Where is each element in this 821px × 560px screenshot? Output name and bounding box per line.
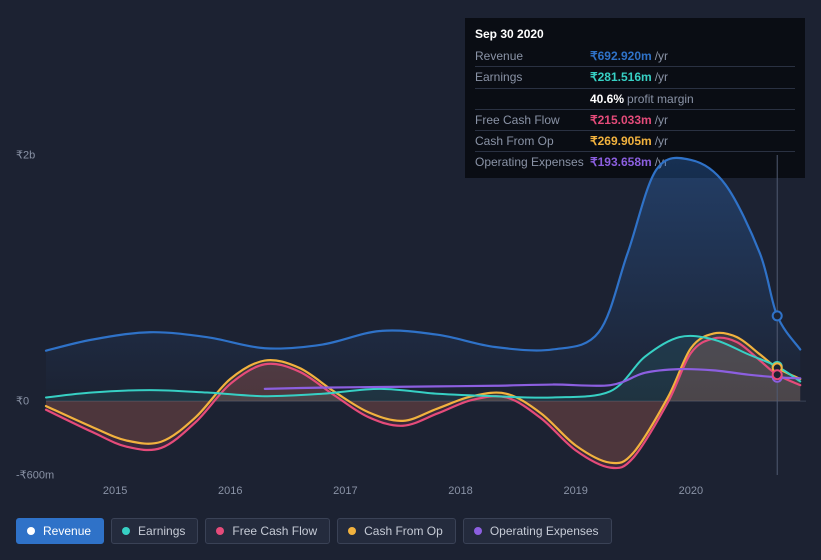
legend-label: Free Cash Flow (232, 524, 317, 538)
tooltip-suffix: /yr (655, 48, 668, 64)
chart-container: Sep 30 2020 Revenue₹692.920m/yrEarnings₹… (0, 0, 821, 560)
tooltip-suffix: /yr (655, 69, 668, 85)
tooltip-row: Earnings₹281.516m/yr (475, 66, 795, 87)
legend-item-cash-from-op[interactable]: Cash From Op (337, 518, 456, 544)
y-axis-tick: ₹0 (16, 395, 29, 408)
y-axis-tick: -₹600m (16, 469, 54, 482)
legend-item-operating-expenses[interactable]: Operating Expenses (463, 518, 612, 544)
tooltip-value: 40.6% (590, 91, 624, 107)
tooltip-value: ₹692.920m (590, 48, 652, 64)
tooltip-suffix: profit margin (627, 91, 694, 107)
legend-dot-icon (27, 527, 35, 535)
tooltip-date: Sep 30 2020 (475, 26, 795, 42)
legend-label: Earnings (138, 524, 185, 538)
y-axis-tick: ₹2b (16, 149, 35, 162)
legend-dot-icon (122, 527, 130, 535)
tooltip-suffix: /yr (655, 112, 668, 128)
legend-label: Operating Expenses (490, 524, 599, 538)
x-axis-tick: 2016 (218, 485, 242, 497)
tooltip-value: ₹269.905m (590, 133, 652, 149)
end-marker (773, 311, 782, 320)
tooltip-value: ₹281.516m (590, 69, 652, 85)
legend-item-revenue[interactable]: Revenue (16, 518, 104, 544)
legend-dot-icon (348, 527, 356, 535)
legend-dot-icon (474, 527, 482, 535)
legend-label: Revenue (43, 524, 91, 538)
tooltip-row: Revenue₹692.920m/yr (475, 46, 795, 66)
legend-dot-icon (216, 527, 224, 535)
legend-item-earnings[interactable]: Earnings (111, 518, 198, 544)
end-marker (773, 370, 782, 379)
tooltip-label: Free Cash Flow (475, 112, 590, 128)
tooltip-row: Free Cash Flow₹215.033m/yr (475, 109, 795, 130)
legend: Revenue Earnings Free Cash Flow Cash From O… (16, 518, 612, 544)
x-axis-tick: 2018 (448, 485, 472, 497)
x-axis-tick: 2019 (563, 485, 587, 497)
tooltip-label: Earnings (475, 69, 590, 85)
tooltip-suffix: /yr (655, 133, 668, 149)
x-axis-tick: 2015 (103, 485, 127, 497)
tooltip-value: ₹215.033m (590, 112, 652, 128)
chart-plot-area: ₹2b₹0-₹600m 201520162017201820192020 (16, 155, 806, 475)
legend-label: Cash From Op (364, 524, 443, 538)
legend-item-free-cash-flow[interactable]: Free Cash Flow (205, 518, 330, 544)
x-axis-tick: 2020 (679, 485, 703, 497)
tooltip-label: Revenue (475, 48, 590, 64)
tooltip-label: Cash From Op (475, 133, 590, 149)
tooltip-row: 40.6%profit margin (475, 88, 795, 109)
chart-svg (16, 155, 806, 475)
tooltip-row: Cash From Op₹269.905m/yr (475, 130, 795, 151)
x-axis-tick: 2017 (333, 485, 357, 497)
